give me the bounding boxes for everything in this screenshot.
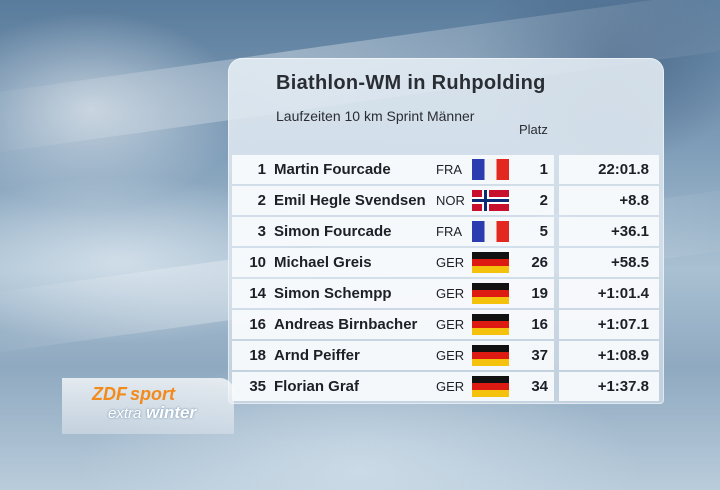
time-cell: +36.1 [559, 217, 659, 246]
athlete-cell: 1 Martin Fourcade FRA 1 [232, 155, 554, 184]
table-row: 16 Andreas Birnbacher GER 16 +1:07.1 [232, 310, 664, 339]
logo-winter-text: winter [146, 403, 197, 422]
platz: 2 [539, 192, 548, 209]
time-cell: +1:08.9 [559, 341, 659, 370]
athlete-cell: 18 Arnd Peiffer GER 37 [232, 341, 554, 370]
time: +1:01.4 [597, 285, 649, 302]
fra-flag-icon [472, 221, 509, 242]
rank: 3 [257, 223, 266, 240]
athlete-cell: 3 Simon Fourcade FRA 5 [232, 217, 554, 246]
rank: 1 [257, 161, 266, 178]
table-row: 3 Simon Fourcade FRA 5 +36.1 [232, 217, 664, 246]
athlete-cell: 2 Emil Hegle Svendsen NOR 2 [232, 186, 554, 215]
athlete-name: Simon Fourcade [274, 223, 392, 240]
logo-extra-text: extra [108, 405, 142, 422]
graphic-title: Biathlon-WM in Ruhpolding [276, 72, 546, 94]
time: 22:01.8 [598, 161, 649, 178]
logo-zdf-text: ZDF [92, 384, 127, 404]
fra-flag-icon [472, 159, 509, 180]
time-cell: +58.5 [559, 248, 659, 277]
table-row: 1 Martin Fourcade FRA 1 22:01.8 [232, 155, 664, 184]
platz: 26 [531, 254, 548, 271]
platz: 37 [531, 347, 548, 364]
athlete-cell: 10 Michael Greis GER 26 [232, 248, 554, 277]
time: +36.1 [611, 223, 649, 240]
athlete-name: Florian Graf [274, 378, 360, 395]
ger-flag-icon [472, 252, 509, 273]
logo-sport-text: sport [130, 384, 175, 404]
rank: 10 [249, 254, 266, 271]
nation-code: FRA [436, 224, 462, 239]
column-header-platz: Platz [519, 122, 548, 137]
rank: 18 [249, 347, 266, 364]
time: +1:07.1 [597, 316, 649, 333]
ger-flag-icon [472, 345, 509, 366]
athlete-cell: 14 Simon Schempp GER 19 [232, 279, 554, 308]
athlete-name: Simon Schempp [274, 285, 392, 302]
table-row: 35 Florian Graf GER 34 +1:37.8 [232, 372, 664, 401]
rank: 2 [257, 192, 266, 209]
platz: 19 [531, 285, 548, 302]
rank: 14 [249, 285, 266, 302]
time: +1:08.9 [597, 347, 649, 364]
nation-code: GER [436, 348, 465, 363]
platz: 34 [531, 378, 548, 395]
time-cell: +8.8 [559, 186, 659, 215]
platz: 1 [539, 161, 548, 178]
time-cell: 22:01.8 [559, 155, 659, 184]
broadcaster-logo [62, 378, 234, 434]
time: +58.5 [611, 254, 649, 271]
time: +8.8 [619, 192, 649, 209]
athlete-name: Michael Greis [274, 254, 372, 271]
graphic-subtitle: Laufzeiten 10 km Sprint Männer [276, 108, 475, 124]
nation-code: GER [436, 255, 465, 270]
time: +1:37.8 [597, 378, 649, 395]
rank: 35 [249, 378, 266, 395]
athlete-cell: 35 Florian Graf GER 34 [232, 372, 554, 401]
nation-code: GER [436, 286, 465, 301]
athlete-cell: 16 Andreas Birnbacher GER 16 [232, 310, 554, 339]
nation-code: GER [436, 379, 465, 394]
ger-flag-icon [472, 376, 509, 397]
nation-code: GER [436, 317, 465, 332]
nation-code: FRA [436, 162, 462, 177]
table-row: 10 Michael Greis GER 26 +58.5 [232, 248, 664, 277]
time-cell: +1:37.8 [559, 372, 659, 401]
nor-flag-icon [472, 190, 509, 211]
platz: 16 [531, 316, 548, 333]
ger-flag-icon [472, 314, 509, 335]
athlete-name: Arnd Peiffer [274, 347, 360, 364]
time-cell: +1:07.1 [559, 310, 659, 339]
athlete-name: Emil Hegle Svendsen [274, 192, 426, 209]
nation-code: NOR [436, 193, 465, 208]
ger-flag-icon [472, 283, 509, 304]
table-row: 2 Emil Hegle Svendsen NOR 2 +8.8 [232, 186, 664, 215]
results-table: 1 Martin Fourcade FRA 1 22:01.8 2 Emil H… [232, 155, 664, 403]
table-row: 14 Simon Schempp GER 19 +1:01.4 [232, 279, 664, 308]
athlete-name: Andreas Birnbacher [274, 316, 418, 333]
platz: 5 [539, 223, 548, 240]
time-cell: +1:01.4 [559, 279, 659, 308]
rank: 16 [249, 316, 266, 333]
athlete-name: Martin Fourcade [274, 161, 391, 178]
table-row: 18 Arnd Peiffer GER 37 +1:08.9 [232, 341, 664, 370]
